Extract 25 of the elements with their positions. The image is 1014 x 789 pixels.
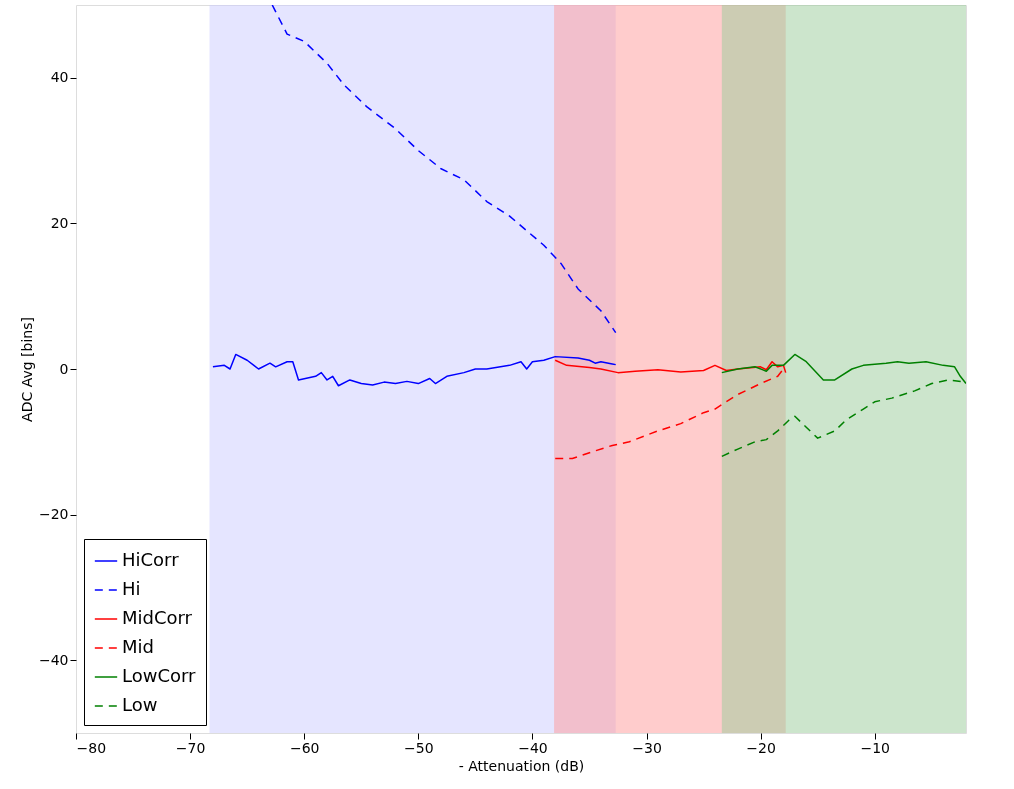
legend-label: Mid xyxy=(122,636,154,657)
x-axis-title: - Attenuation (dB) xyxy=(458,757,585,774)
x-tick-label: −20 xyxy=(746,739,776,756)
line-series xyxy=(554,368,785,460)
legend-label: MidCorr xyxy=(122,607,193,628)
x-tick-label: −50 xyxy=(404,739,434,756)
y-tick-label: 0 xyxy=(59,360,69,377)
legend-label: Hi xyxy=(122,578,141,599)
x-tick-label: −70 xyxy=(175,739,206,756)
y-tick-label: −40 xyxy=(38,651,69,668)
x-tick-label: −80 xyxy=(76,739,107,756)
x-tick-label: −40 xyxy=(518,739,548,756)
x-tick-label: −10 xyxy=(860,739,890,756)
legend-label: LowCorr xyxy=(122,665,197,686)
y-tick-label: 20 xyxy=(50,214,69,231)
x-tick-label: −30 xyxy=(632,739,662,756)
y-tick-label: −20 xyxy=(38,506,69,523)
legend-label: Low xyxy=(122,694,158,715)
legend-label: HiCorr xyxy=(122,549,180,570)
y-axis-title: ADC Avg [bins] xyxy=(18,317,35,422)
line-series xyxy=(212,353,617,387)
line-series xyxy=(271,5,617,334)
y-tick-label: 40 xyxy=(50,69,69,86)
line-series xyxy=(554,359,787,374)
x-tick-label: −60 xyxy=(289,739,320,756)
